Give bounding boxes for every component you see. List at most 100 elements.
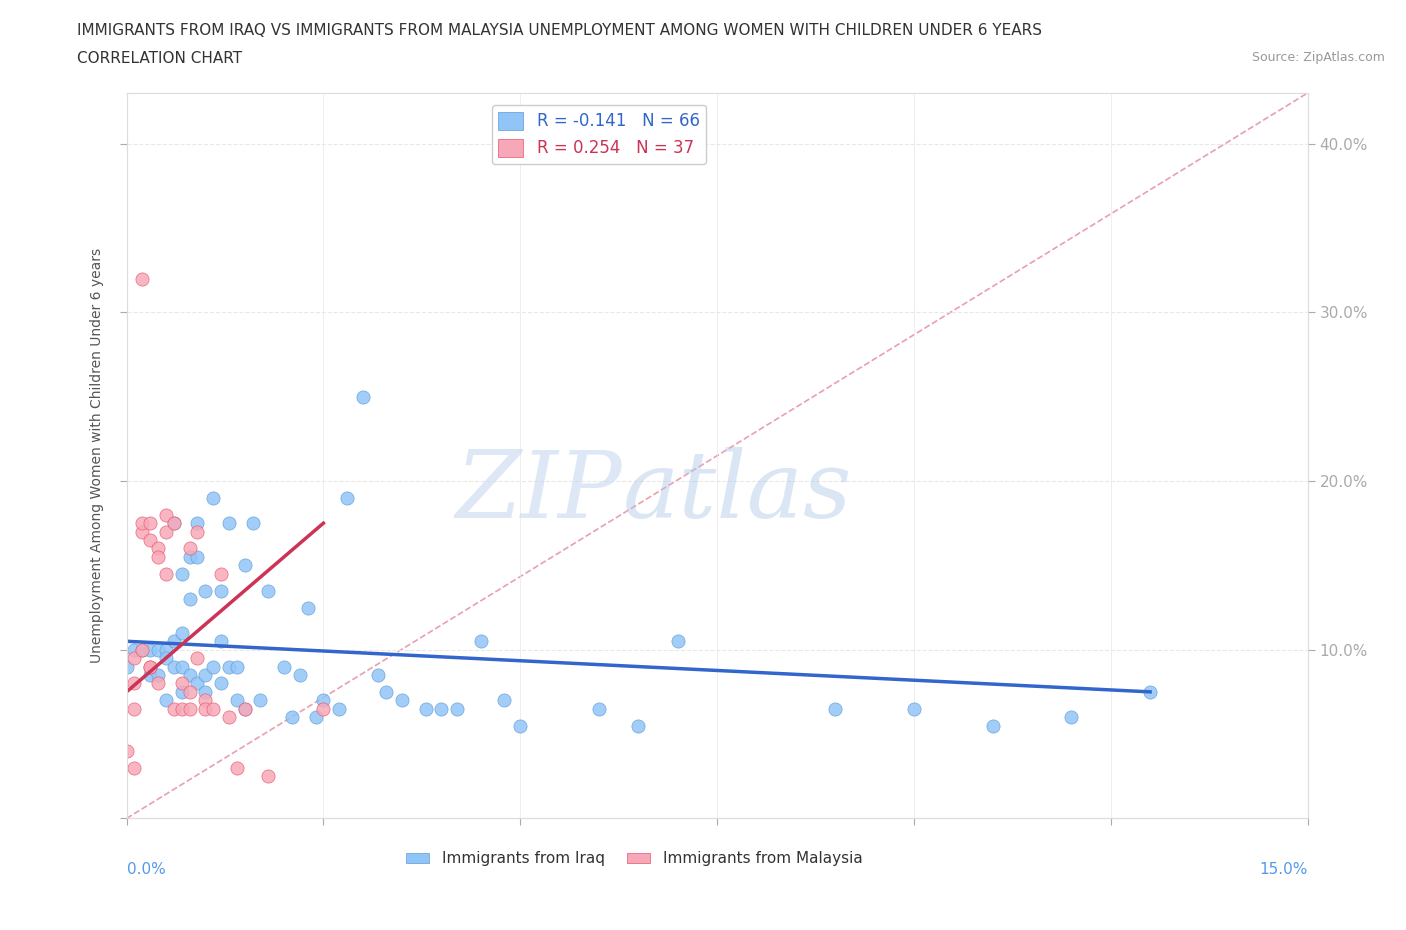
Point (179, 541, 201, 556)
Legend: Immigrants from Iraq, Immigrants from Malaysia: Immigrants from Iraq, Immigrants from Ma… (401, 845, 869, 872)
Text: 15.0%: 15.0% (1260, 862, 1308, 877)
Point (312, 693, 335, 708)
Point (233, 701, 256, 716)
Point (209, 566, 232, 581)
Point (131, 643, 153, 658)
Point (155, 643, 177, 658)
Point (367, 668, 389, 683)
Point (1060, 710, 1083, 724)
Point (163, 659, 186, 674)
Point (257, 583, 280, 598)
Point (218, 710, 240, 724)
Point (170, 566, 193, 581)
Text: atlas: atlas (623, 447, 852, 537)
Point (186, 525, 208, 539)
Point (155, 651, 177, 666)
Point (170, 701, 193, 716)
Point (163, 516, 186, 531)
Point (209, 676, 232, 691)
Point (627, 718, 650, 733)
Point (179, 550, 201, 565)
Point (202, 701, 225, 716)
Point (131, 516, 153, 531)
Point (163, 634, 186, 649)
Point (124, 651, 146, 666)
Point (202, 659, 225, 674)
Point (233, 558, 256, 573)
Point (179, 591, 201, 606)
Point (186, 651, 208, 666)
Point (186, 516, 208, 531)
Point (446, 701, 468, 716)
Point (163, 516, 186, 531)
Point (139, 668, 162, 683)
Point (170, 625, 193, 640)
Point (588, 701, 610, 716)
Point (312, 701, 335, 716)
Point (146, 541, 169, 556)
Point (297, 600, 319, 615)
Point (170, 676, 193, 691)
Point (225, 693, 247, 708)
Point (1139, 684, 1161, 699)
Point (139, 516, 162, 531)
Point (415, 701, 437, 716)
Point (824, 701, 846, 716)
Point (139, 659, 162, 674)
Point (155, 507, 177, 522)
Point (304, 710, 326, 724)
Point (336, 490, 359, 505)
Point (124, 643, 146, 658)
Point (430, 701, 453, 716)
Point (328, 701, 350, 716)
Point (179, 668, 201, 683)
Point (273, 659, 295, 674)
Y-axis label: Unemployment Among Women with Children Under 6 years: Unemployment Among Women with Children U… (90, 248, 104, 663)
Point (146, 668, 169, 683)
Point (981, 718, 1004, 733)
Point (242, 516, 264, 531)
Point (115, 659, 138, 674)
Text: ZIP: ZIP (456, 447, 623, 537)
Point (352, 390, 374, 405)
Point (146, 676, 169, 691)
Point (194, 693, 217, 708)
Point (194, 668, 217, 683)
Point (194, 701, 217, 716)
Point (225, 659, 247, 674)
Point (139, 659, 162, 674)
Point (146, 643, 169, 658)
Point (124, 676, 146, 691)
Point (155, 566, 177, 581)
Point (124, 701, 146, 716)
Point (225, 761, 247, 776)
Point (115, 743, 138, 758)
Text: IMMIGRANTS FROM IRAQ VS IMMIGRANTS FROM MALAYSIA UNEMPLOYMENT AMONG WOMEN WITH C: IMMIGRANTS FROM IRAQ VS IMMIGRANTS FROM … (77, 23, 1042, 38)
Point (124, 761, 146, 776)
Point (666, 634, 689, 649)
Point (903, 701, 925, 716)
Point (131, 272, 153, 286)
Point (155, 525, 177, 539)
Text: 0.0%: 0.0% (127, 862, 166, 877)
Point (509, 718, 531, 733)
Point (233, 701, 256, 716)
Point (218, 516, 240, 531)
Point (170, 684, 193, 699)
Text: Source: ZipAtlas.com: Source: ZipAtlas.com (1251, 51, 1385, 64)
Point (194, 583, 217, 598)
Point (288, 668, 311, 683)
Point (186, 676, 208, 691)
Point (281, 710, 304, 724)
Point (209, 634, 232, 649)
Point (155, 693, 177, 708)
Point (170, 659, 193, 674)
Point (131, 525, 153, 539)
Point (391, 693, 413, 708)
Point (139, 533, 162, 548)
Point (186, 550, 208, 565)
Point (375, 684, 398, 699)
Point (249, 693, 271, 708)
Point (494, 693, 516, 708)
Text: CORRELATION CHART: CORRELATION CHART (77, 51, 242, 66)
